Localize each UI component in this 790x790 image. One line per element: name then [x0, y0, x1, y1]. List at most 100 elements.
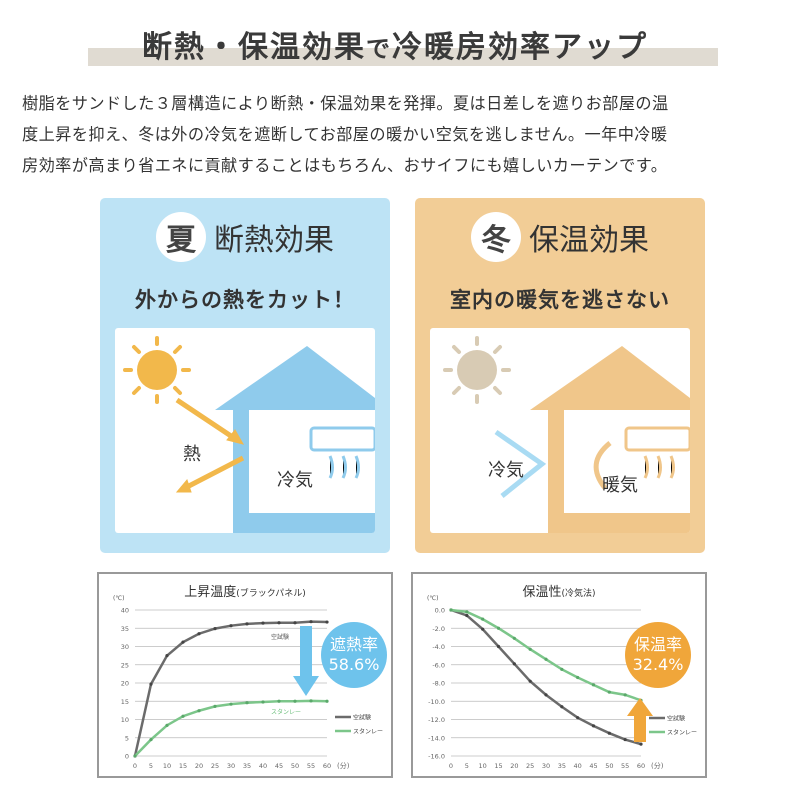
- x-tick-label: 55: [307, 762, 315, 770]
- heat-rise-chart: 上昇温度(ブラックパネル) (℃) 0 5 10 15 20 25 30 35 40 0 5 10 15 20…: [97, 572, 393, 778]
- summer-illustration: 熱 冷気: [115, 328, 375, 533]
- panel-heading: 断熱効果: [214, 223, 334, 258]
- series-line-スタンレー: [450, 608, 642, 702]
- data-point: [181, 714, 185, 718]
- data-point: [465, 610, 469, 614]
- x-tick-label: 60: [323, 762, 331, 770]
- data-point: [576, 716, 580, 720]
- data-point: [229, 624, 233, 628]
- summer-panel: 夏断熱効果 外からの熱をカット！ 熱 冷気: [100, 198, 390, 553]
- data-point: [245, 622, 249, 626]
- legend-label: 空試験: [353, 714, 371, 722]
- data-point: [496, 626, 501, 630]
- y-tick-label: 25: [121, 661, 129, 669]
- x-tick-label: 40: [574, 762, 582, 770]
- data-point: [576, 675, 580, 680]
- sun-icon: [443, 336, 511, 404]
- panel-subheading: 室内の暖気を逃さない: [450, 288, 670, 312]
- data-point: [149, 682, 153, 686]
- y-tick-label: 5: [125, 734, 129, 742]
- data-point: [309, 620, 313, 624]
- y-tick-label: 10: [121, 716, 129, 724]
- house-sun-icon: [443, 336, 690, 533]
- x-tick-label: 30: [542, 762, 550, 770]
- x-tick-label: 35: [243, 762, 251, 770]
- x-tick-label: 10: [479, 762, 487, 770]
- data-point: [293, 621, 297, 625]
- x-tick-label: 0: [133, 762, 137, 770]
- data-point: [325, 699, 329, 703]
- x-tick-label: 25: [526, 762, 534, 770]
- data-point: [512, 662, 516, 666]
- x-tick-label: 50: [605, 762, 613, 770]
- data-point: [481, 617, 485, 621]
- data-point: [623, 693, 627, 697]
- y-unit: (℃): [113, 595, 124, 602]
- x-tick-label: 20: [510, 762, 518, 770]
- data-point: [277, 699, 281, 703]
- badge-heat-shield-rate: 遮熱率 58.6%: [321, 622, 387, 688]
- data-point: [245, 701, 249, 705]
- y-unit: (℃): [427, 595, 438, 602]
- data-point: [607, 731, 611, 735]
- data-point: [261, 621, 265, 625]
- data-point: [560, 705, 564, 709]
- series-line-空試験: [133, 620, 328, 757]
- data-point: [133, 754, 137, 758]
- winter-illustration: 冷気 暖気: [430, 328, 690, 533]
- description: 樹脂をサンドした３層構造により断熱・保温効果を発揮。夏は日差しを遮りお部屋の温度…: [22, 94, 669, 175]
- cool-air-label: 冷気: [277, 470, 313, 491]
- y-tick-label: -2.0: [432, 625, 445, 633]
- legend-label: 空試験: [667, 715, 685, 723]
- data-point: [591, 683, 596, 687]
- winter-panel: 冬保温効果 室内の暖気を逃さない 冷気 暖気: [415, 198, 705, 553]
- x-tick-label: 15: [494, 762, 502, 770]
- y-tick-label: 40: [121, 607, 129, 615]
- data-point: [496, 644, 501, 649]
- y-tick-label: -16.0: [428, 753, 445, 761]
- sun-icon: [123, 336, 191, 404]
- arrow-down-icon: [293, 626, 319, 696]
- x-tick-label: 50: [291, 762, 299, 770]
- data-point: [149, 737, 153, 742]
- y-tick-label: -14.0: [428, 734, 445, 742]
- data-point: [197, 709, 201, 713]
- x-tick-label: 10: [163, 762, 171, 770]
- y-tick-label: 30: [121, 643, 129, 651]
- data-point: [512, 636, 516, 640]
- y-tick-label: 15: [121, 698, 129, 706]
- x-tick-label: 45: [589, 762, 597, 770]
- heat-label: 熱: [183, 444, 201, 465]
- data-point: [229, 702, 233, 706]
- x-tick-label: 20: [195, 762, 203, 770]
- season-badge: 冬: [471, 212, 521, 262]
- data-point: [481, 627, 485, 631]
- x-tick-label: 60: [637, 762, 645, 770]
- data-point: [213, 704, 217, 708]
- y-tick-label: -6.0: [432, 661, 445, 669]
- x-tick-label: 15: [179, 762, 187, 770]
- data-point: [309, 699, 313, 703]
- y-tick-label: 35: [121, 625, 129, 633]
- x-tick-label: 5: [149, 762, 153, 770]
- data-point: [165, 654, 169, 658]
- x-unit: (分): [651, 761, 664, 770]
- y-tick-label: -8.0: [432, 680, 445, 688]
- y-tick-label: -12.0: [428, 716, 445, 724]
- data-point: [623, 737, 627, 742]
- data-point: [277, 621, 281, 625]
- season-badge: 夏: [156, 212, 206, 262]
- y-tick-label: 0: [125, 753, 129, 761]
- data-point: [607, 690, 611, 694]
- y-tick-label: 0.0: [435, 607, 445, 615]
- x-tick-label: 40: [259, 762, 267, 770]
- x-tick-label: 5: [465, 762, 469, 770]
- data-point: [465, 613, 469, 618]
- data-point: [293, 699, 297, 703]
- y-tick-label: -4.0: [432, 643, 445, 651]
- series-annotation: 空試験: [271, 633, 289, 641]
- legend-label: スタンレー: [667, 729, 697, 737]
- x-tick-label: 0: [449, 762, 453, 770]
- legend-label: スタンレー: [353, 728, 383, 736]
- data-point: [528, 679, 532, 683]
